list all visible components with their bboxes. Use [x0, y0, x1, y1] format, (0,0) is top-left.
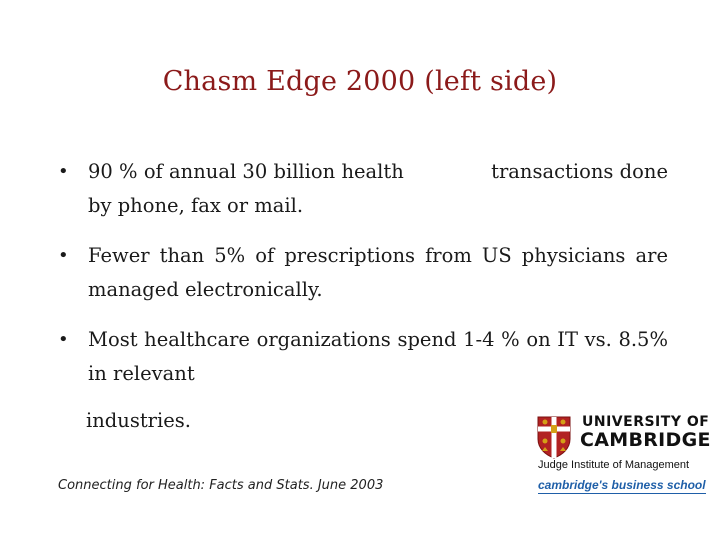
cambridge-logo: UNIVERSITY OF CAMBRIDGE Judge Institute …: [536, 412, 710, 496]
bullet-item: • Most healthcare organizations spend 1-…: [58, 323, 668, 391]
logo-institute-text: Judge Institute of Management: [538, 459, 690, 471]
bullet-icon: •: [58, 245, 69, 266]
slide-title: Chasm Edge 2000 (left side): [162, 66, 558, 97]
bullet-icon: •: [58, 161, 69, 182]
bullet-list: • 90 % of annual 30 billion health trans…: [58, 155, 668, 407]
logo-cambridge-text: CAMBRIDGE: [580, 429, 711, 451]
bullet-item: • Fewer than 5% of prescriptions from US…: [58, 239, 668, 307]
bullet-text: Fewer than 5% of prescriptions from US p…: [88, 244, 668, 301]
logo-tagline: cambridge's business school: [538, 478, 706, 494]
bullet-text: Most healthcare organizations spend 1-4 …: [88, 328, 668, 385]
logo-university-text: UNIVERSITY OF: [582, 414, 710, 430]
citation: Connecting for Health: Facts and Stats. …: [58, 478, 384, 493]
cambridge-crest-icon: [537, 416, 571, 459]
bullet-icon: •: [58, 329, 69, 350]
bullet-text: 90 % of annual 30 billion health transac…: [88, 160, 668, 217]
bullet-item: • 90 % of annual 30 billion health trans…: [58, 155, 668, 223]
bullet-continuation: industries.: [86, 409, 191, 432]
